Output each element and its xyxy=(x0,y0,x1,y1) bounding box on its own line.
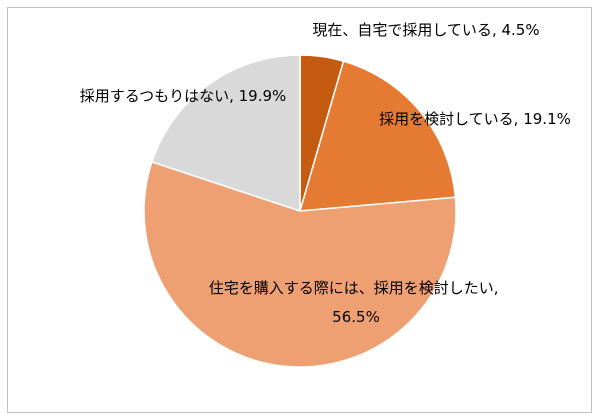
data-label-suffix: % xyxy=(525,21,539,39)
data-label-1: 現在、自宅で採用している, 4.5% xyxy=(312,21,539,39)
data-label-value: 56.5 xyxy=(332,308,365,326)
data-label-line-1: 住宅を購入する際には、採用を検討したい, xyxy=(209,279,504,297)
pie-slice-2 xyxy=(299,60,457,212)
data-label-category: 現在、自宅で採用している xyxy=(312,21,492,39)
data-label-separator: , xyxy=(514,110,524,128)
data-label-value: 19.1 xyxy=(523,110,556,128)
data-label-value: 19.9 xyxy=(239,87,272,105)
data-label-suffix: % xyxy=(557,110,571,128)
data-label-category: 採用するつもりはない xyxy=(80,87,229,105)
data-label-suffix: % xyxy=(366,308,380,326)
data-label-separator: , xyxy=(492,21,502,39)
data-label-value: 4.5 xyxy=(501,21,525,39)
pie-slice-4 xyxy=(151,54,301,212)
data-label-4: 採用するつもりはない, 19.9% xyxy=(80,87,287,105)
data-label-separator: , xyxy=(229,87,239,105)
data-label-2: 採用を検討している, 19.1% xyxy=(379,110,571,128)
data-label-category: 採用を検討している xyxy=(379,110,514,128)
data-label-suffix: % xyxy=(272,87,286,105)
pie-slices xyxy=(143,54,457,368)
data-label-category: 住宅を購入する際には、採用を検討したい xyxy=(209,279,494,297)
pie-slice-3 xyxy=(143,161,457,368)
data-label-line-2: 56.5% xyxy=(332,308,380,326)
data-label-separator: , xyxy=(494,279,504,297)
data-label-3: 住宅を購入する際には、採用を検討したい, 56.5% xyxy=(209,279,504,326)
